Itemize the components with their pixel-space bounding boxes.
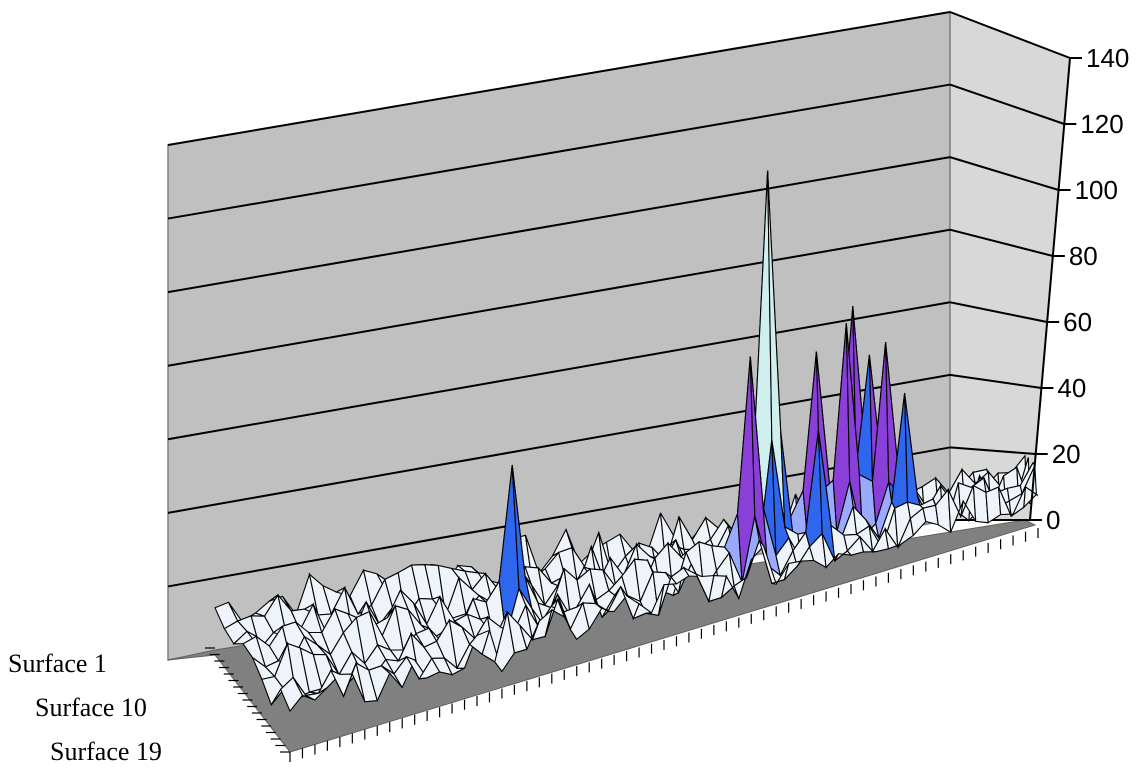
z-tick-label: 20 xyxy=(1052,439,1081,469)
z-tick-label: 140 xyxy=(1086,43,1129,73)
floor-ticks xyxy=(205,528,1039,762)
z-axis: 0 20 40 60 80 100 120 140 xyxy=(1029,43,1129,535)
z-tick-label: 60 xyxy=(1063,307,1092,337)
z-tick-label: 100 xyxy=(1075,175,1118,205)
side-gridline xyxy=(949,228,1054,257)
depth-label-1: Surface 1 xyxy=(8,649,107,678)
gridline xyxy=(167,228,951,367)
depth-label-2: Surface 10 xyxy=(35,693,147,722)
z-tick-label: 0 xyxy=(1046,505,1060,535)
z-tick-label: 80 xyxy=(1069,241,1098,271)
side-gridline xyxy=(949,446,1036,455)
z-axis-line xyxy=(1029,57,1071,521)
side-gridline xyxy=(949,156,1059,191)
gridline xyxy=(167,11,951,146)
side-gridline xyxy=(949,373,1042,389)
z-tick-label: 120 xyxy=(1080,109,1123,139)
side-gridline xyxy=(949,83,1065,125)
z-tick-label: 40 xyxy=(1057,373,1086,403)
depth-label-3: Surface 19 xyxy=(50,737,162,766)
gridline xyxy=(167,301,951,441)
gridline xyxy=(167,83,951,220)
side-gridline xyxy=(949,11,1071,59)
surface-mesh xyxy=(214,170,1039,713)
side-gridline xyxy=(949,301,1048,323)
gridline xyxy=(167,156,951,294)
